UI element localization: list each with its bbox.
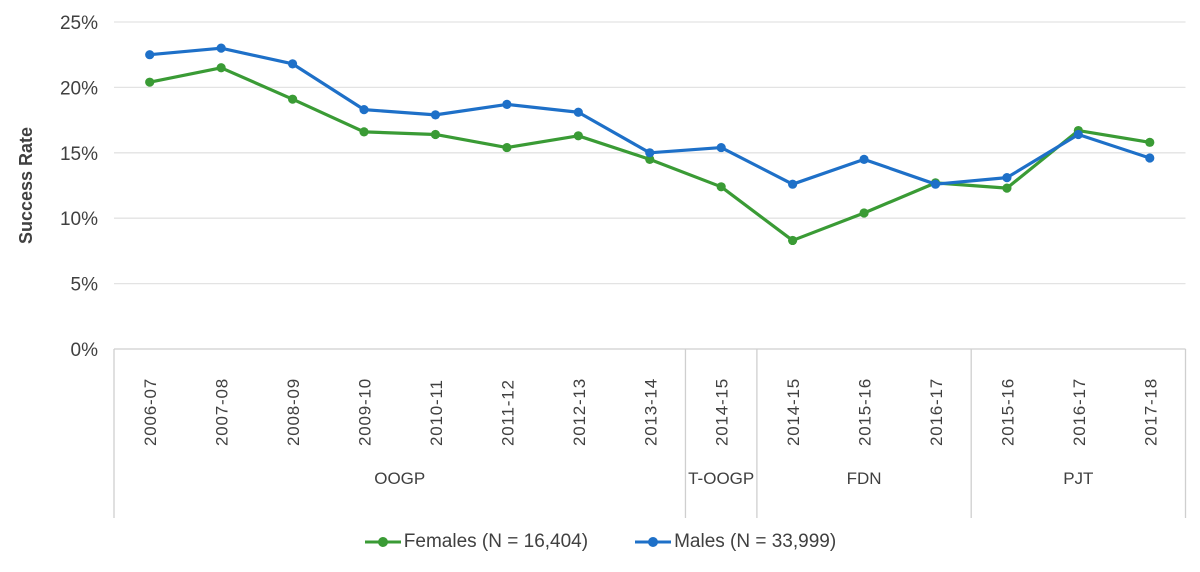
y-tick-label: 20% (60, 78, 98, 99)
y-axis-title: Success Rate (16, 127, 36, 244)
legend-item-females[interactable]: Females (N = 16,404) (364, 531, 588, 553)
category-label: 2013-14 (641, 378, 660, 446)
data-point-males (930, 179, 941, 189)
data-point-females (645, 154, 655, 164)
females-line-marker-icon (364, 537, 401, 547)
males-line-marker-icon (635, 537, 672, 547)
category-label: 2009-10 (356, 378, 375, 446)
data-point-males (716, 142, 726, 153)
data-point-males (216, 43, 226, 53)
data-point-females (216, 63, 226, 73)
data-point-females (716, 182, 726, 192)
category-label: 2014-15 (713, 378, 732, 446)
data-point-males (145, 50, 155, 60)
data-point-females (287, 94, 298, 104)
data-point-females (430, 129, 441, 140)
legend-label-females: Females (N = 16,404) (403, 531, 589, 552)
category-label: 2012-13 (570, 378, 589, 446)
category-label: 2006-07 (141, 378, 160, 446)
group-label: PJT (1063, 469, 1093, 488)
data-point-females (145, 77, 155, 87)
category-label: 2016-17 (1070, 378, 1089, 446)
category-label: 2008-09 (284, 378, 303, 446)
data-point-males (287, 59, 298, 69)
category-label: 2017-18 (1141, 378, 1160, 446)
legend: Females (N = 16,404) Males (N = 33,999) (0, 531, 1200, 553)
y-tick-label: 0% (71, 340, 99, 361)
data-point-males (502, 99, 512, 110)
group-label: FDN (847, 469, 882, 488)
y-tick-label: 10% (60, 209, 98, 230)
data-point-males (1073, 129, 1083, 140)
data-point-males (430, 110, 441, 120)
data-point-females (788, 235, 798, 246)
legend-label-males: Males (N = 33,999) (674, 531, 837, 552)
data-point-males (645, 148, 655, 158)
y-tick-label: 25% (60, 13, 98, 34)
legend-item-males[interactable]: Males (N = 33,999) (634, 531, 836, 553)
category-label: 2010-11 (427, 379, 446, 446)
data-point-males (359, 105, 369, 115)
y-tick-label: 15% (60, 144, 98, 165)
category-label: 2015-16 (856, 378, 875, 446)
data-point-females (573, 131, 583, 141)
data-point-males (788, 179, 798, 189)
data-point-males (573, 107, 583, 117)
group-label: OOGP (374, 469, 425, 488)
plot-area: 0% 5% 10% 15% 20% 25% Success Rate 2006-07 2007-… (16, 13, 1187, 518)
data-point-females (502, 142, 512, 153)
data-point-females (359, 127, 369, 137)
data-point-females (859, 208, 869, 218)
category-label: 2007-08 (213, 378, 232, 446)
category-label: 2011-12 (498, 379, 517, 446)
data-point-females (1145, 137, 1155, 147)
data-point-males (1002, 173, 1012, 183)
category-label: 2015-16 (998, 378, 1017, 446)
data-point-females (1002, 183, 1012, 193)
data-point-males (859, 154, 869, 164)
category-label: 2014-15 (784, 378, 803, 446)
y-tick-label: 5% (71, 275, 99, 296)
group-label: T-OOGP (688, 469, 754, 488)
data-point-males (1145, 153, 1155, 163)
category-label: 2016-17 (927, 378, 946, 446)
